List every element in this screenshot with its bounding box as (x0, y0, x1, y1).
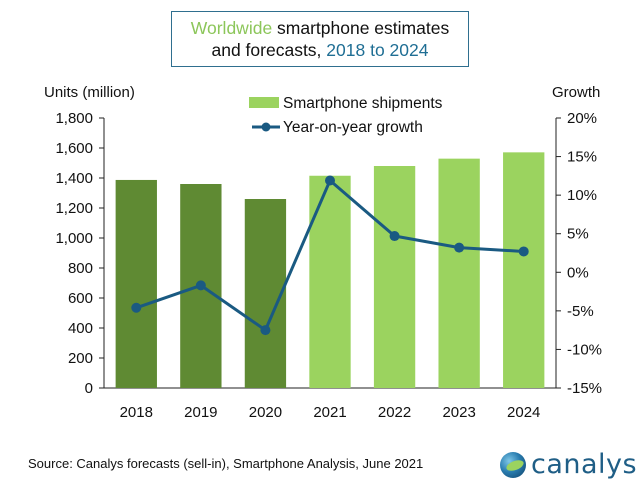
y-tick-label-left: 400 (68, 320, 93, 337)
y-tick-label-right: 20% (567, 110, 597, 127)
bar-series (115, 152, 545, 388)
bar-2024 (503, 152, 545, 388)
x-tick-label: 2021 (313, 404, 346, 421)
y-tick-label-left: 1,200 (55, 200, 93, 217)
legend-label-shipments: Smartphone shipments (283, 95, 443, 112)
x-axis-labels: 2018 2019 2020 2021 2022 2023 2024 (120, 404, 541, 421)
growth-point-2018 (131, 302, 142, 313)
x-tick-label: 2022 (378, 404, 411, 421)
title-text-1: smartphone estimates (272, 18, 450, 38)
y-axis-left: 0 200 400 600 800 1,000 1,200 1,400 1,600 1,800 (55, 110, 556, 397)
bar-2023 (438, 158, 480, 388)
x-tick-label: 2023 (442, 404, 475, 421)
legend-swatch-growth-marker (261, 122, 271, 132)
y-tick-label-right: 0% (567, 264, 589, 281)
growth-point-2023 (454, 242, 465, 253)
y-tick-label-left: 0 (85, 380, 93, 397)
x-tick-label: 2020 (249, 404, 282, 421)
legend: Smartphone shipments Year-on-year growth (249, 95, 443, 136)
y-tick-label-left: 1,800 (55, 110, 93, 127)
legend-label-growth: Year-on-year growth (283, 119, 423, 136)
bar-2022 (373, 166, 416, 388)
chart-title: Worldwide smartphone estimates and forec… (171, 11, 469, 67)
y-tick-label-left: 1,000 (55, 230, 93, 247)
globe-icon (500, 451, 526, 478)
y-axis-left-title: Units (million) (44, 84, 135, 101)
y-tick-label-left: 1,600 (55, 140, 93, 157)
y-tick-label-left: 200 (68, 350, 93, 367)
growth-point-2024 (518, 246, 529, 257)
y-tick-label-left: 1,400 (55, 170, 93, 187)
bar-2021 (309, 175, 351, 388)
y-axis-right-title: Growth (552, 84, 600, 101)
y-tick-label-right: -15% (567, 380, 602, 397)
title-text-2: and forecasts, (211, 40, 327, 60)
source-note: Source: Canalys forecasts (sell-in), Sma… (28, 456, 424, 471)
y-tick-label-right: 15% (567, 149, 597, 166)
y-tick-label-left: 600 (68, 290, 93, 307)
x-tick-label: 2024 (507, 404, 540, 421)
legend-swatch-shipments (249, 97, 279, 108)
bar-2018 (115, 179, 157, 388)
growth-point-2021 (325, 175, 335, 186)
bar-2020 (244, 199, 287, 388)
x-tick-label: 2019 (184, 404, 217, 421)
growth-line-series (131, 175, 529, 336)
y-tick-label-left: 800 (68, 260, 93, 277)
y-tick-label-right: 10% (567, 187, 597, 204)
logo-text: canalys (531, 449, 638, 480)
canalys-logo: canalys (500, 449, 637, 480)
growth-point-2020 (260, 325, 271, 336)
y-tick-label-right: -5% (567, 303, 594, 320)
title-years: 2018 to 2024 (326, 40, 429, 60)
growth-point-2019 (195, 280, 206, 291)
y-tick-label-right: -10% (567, 341, 602, 358)
y-axis-right: -15% -10% -5% 0% 5% 10% 15% 20% (555, 110, 602, 397)
title-worldwide: Worldwide (190, 18, 273, 38)
y-tick-label-right: 5% (567, 226, 589, 243)
growth-point-2022 (389, 231, 400, 242)
x-tick-label: 2018 (120, 404, 153, 421)
